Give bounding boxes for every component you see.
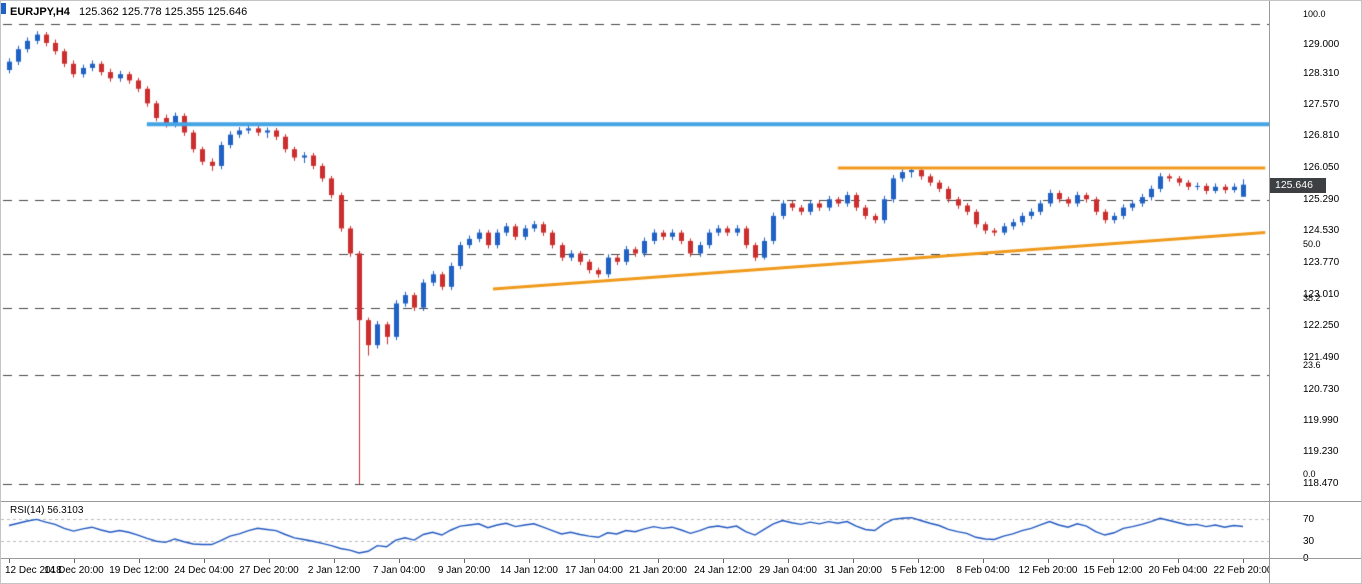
time-tick <box>74 559 75 563</box>
time-axis-label: 2 Jan 12:00 <box>307 565 361 576</box>
time-axis-label: 9 Jan 20:00 <box>437 565 491 576</box>
time-tick <box>269 559 270 563</box>
time-tick <box>658 559 659 563</box>
fib-level-label: 100.0 <box>1303 8 1326 19</box>
time-tick <box>594 559 595 563</box>
symbol-label: EURJPY,H4 <box>10 6 70 18</box>
time-axis-label: 15 Feb 12:00 <box>1083 565 1143 576</box>
price-axis-label: 119.230 <box>1303 446 1339 458</box>
time-tick <box>1048 559 1049 563</box>
time-axis-label: 7 Jan 04:00 <box>372 565 426 576</box>
time-tick <box>464 559 465 563</box>
fib-level-label: 0.0 <box>1303 468 1316 479</box>
time-tick <box>204 559 205 563</box>
fib-level-label: 23.6 <box>1303 360 1321 371</box>
time-axis-label: 17 Jan 04:00 <box>565 565 623 576</box>
time-axis-label: 22 Feb 20:00 <box>1213 565 1273 576</box>
time-axis-label: 24 Jan 12:00 <box>694 565 752 576</box>
price-axis-label: 128.310 <box>1303 67 1340 79</box>
price-axis-label: 129.000 <box>1303 39 1340 50</box>
chart-shift-marker[interactable] <box>1 3 6 14</box>
price-axis-label: 122.250 <box>1303 320 1340 332</box>
rsi-axis-label: 70 <box>1303 513 1315 525</box>
time-axis-label: 12 Dec 2018 <box>5 565 62 576</box>
price-axis-label: 126.810 <box>1303 130 1340 142</box>
time-tick <box>9 559 10 563</box>
time-axis-label: 21 Jan 20:00 <box>629 565 687 576</box>
ohlc-values: 125.362 125.778 125.355 125.646 <box>78 6 248 18</box>
price-axis-label: 124.530 <box>1303 225 1340 237</box>
time-axis-label: 8 Feb 04:00 <box>956 565 1010 576</box>
time-axis-label: 19 Dec 12:00 <box>109 565 169 576</box>
rsi-chart-canvas[interactable] <box>1 502 1269 558</box>
time-tick <box>529 559 530 563</box>
fib-level-label: 38.2 <box>1303 293 1321 304</box>
time-axis-label: 24 Dec 04:00 <box>174 565 234 576</box>
price-axis-label: 127.570 <box>1303 98 1340 110</box>
price-axis-label: 123.770 <box>1303 257 1340 269</box>
price-axis[interactable]: 125.646 129.000 128.310 127.570 126.810 126.… <box>1270 1 1361 583</box>
current-price-tag: 125.646 <box>1270 177 1326 193</box>
price-axis-label: 125.290 <box>1303 193 1340 205</box>
time-axis-label: 14 Jan 12:00 <box>500 565 558 576</box>
rsi-readout: RSI(14) 56.3103 <box>10 505 84 516</box>
time-tick <box>918 559 919 563</box>
price-axis-label: 119.990 <box>1303 414 1339 426</box>
time-axis-label: 20 Feb 04:00 <box>1148 565 1208 576</box>
symbol-ohlc-readout: EURJPY,H4 125.362 125.778 125.355 125.64… <box>10 6 247 18</box>
pane-separator-rsi-timeaxis <box>1 558 1361 559</box>
price-axis-label: 118.470 <box>1303 477 1339 489</box>
time-axis-label: 5 Feb 12:00 <box>891 565 945 576</box>
price-axis-label: 121.490 <box>1303 352 1340 364</box>
time-tick <box>139 559 140 563</box>
price-chart-canvas[interactable] <box>1 1 1269 501</box>
time-tick <box>1243 559 1244 563</box>
pane-separator-main-rsi[interactable] <box>1 501 1361 502</box>
time-tick <box>983 559 984 563</box>
time-tick <box>788 559 789 563</box>
time-tick <box>334 559 335 563</box>
time-tick <box>1113 559 1114 563</box>
time-axis-label: 27 Dec 20:00 <box>239 565 299 576</box>
price-axis-separator <box>1269 1 1270 583</box>
price-axis-label: 120.730 <box>1303 383 1340 395</box>
fib-level-label: 50.0 <box>1303 238 1321 249</box>
time-tick <box>723 559 724 563</box>
time-tick <box>399 559 400 563</box>
time-axis[interactable]: 12 Dec 2018 14 Dec 20:00 19 Dec 12:00 24 De… <box>1 559 1272 583</box>
time-axis-label: 29 Jan 04:00 <box>759 565 817 576</box>
time-tick <box>853 559 854 563</box>
price-axis-label: 123.010 <box>1303 288 1340 300</box>
time-axis-label: 14 Dec 20:00 <box>44 565 104 576</box>
time-axis-label: 12 Feb 20:00 <box>1018 565 1078 576</box>
price-axis-label: 126.050 <box>1303 161 1340 173</box>
time-axis-label: 31 Jan 20:00 <box>824 565 882 576</box>
time-tick <box>1178 559 1179 563</box>
rsi-axis-label: 30 <box>1303 536 1315 548</box>
